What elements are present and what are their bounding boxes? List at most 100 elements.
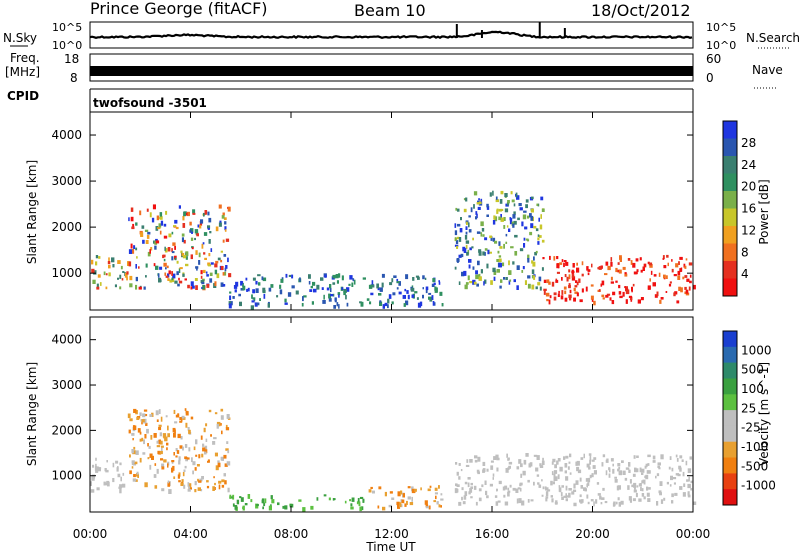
heatmap-cell <box>335 274 339 279</box>
heatmap-cell <box>523 237 526 241</box>
heatmap-cell <box>124 272 128 278</box>
heatmap-cell <box>382 506 386 511</box>
heatmap-cell <box>586 483 588 488</box>
heatmap-cell <box>256 302 260 306</box>
heatmap-cell <box>467 477 471 480</box>
heatmap-cell <box>464 491 468 496</box>
heatmap-cell <box>554 476 558 481</box>
heatmap-cell <box>180 482 184 486</box>
heatmap-cell <box>192 470 194 475</box>
heatmap-cell <box>480 269 483 274</box>
heatmap-cell <box>417 302 422 308</box>
heatmap-cell <box>142 239 145 244</box>
heatmap-cell <box>554 502 558 505</box>
heatmap-cell <box>566 495 569 498</box>
heatmap-cell <box>478 198 480 201</box>
heatmap-cell <box>407 496 411 500</box>
heatmap-cell <box>484 237 488 241</box>
heatmap-cell <box>252 289 255 294</box>
heatmap-cell <box>622 470 626 475</box>
heatmap-cell <box>641 488 644 492</box>
heatmap-cell <box>221 479 225 483</box>
heatmap-cell <box>178 268 181 273</box>
heatmap-cell <box>478 276 482 281</box>
heatmap-cell <box>573 297 576 302</box>
heatmap-cell <box>95 463 97 469</box>
heatmap-cell <box>160 416 163 422</box>
heatmap-cell <box>467 482 470 488</box>
heatmap-cell <box>607 265 611 271</box>
heatmap-cell <box>610 458 614 462</box>
heatmap-cell <box>477 206 481 210</box>
heatmap-cell <box>205 271 208 274</box>
colorbar-tick-label: -1000 <box>741 479 776 493</box>
heatmap-cell <box>512 261 515 265</box>
heatmap-cell <box>683 263 686 268</box>
heatmap-cell <box>622 291 625 297</box>
heatmap-cell <box>550 495 553 498</box>
heatmap-cell <box>425 289 428 294</box>
heatmap-cell <box>167 273 170 278</box>
heatmap-cell <box>563 260 567 262</box>
heatmap-cell <box>222 212 225 216</box>
heatmap-cell <box>631 484 635 488</box>
heatmap-cell <box>648 262 653 266</box>
heatmap-cell <box>455 207 458 211</box>
heatmap-cell <box>232 494 235 500</box>
heatmap-cell <box>172 273 176 279</box>
heatmap-cell <box>559 487 562 493</box>
heatmap-cell <box>156 419 159 422</box>
heatmap-cell <box>678 286 681 291</box>
heatmap-cell <box>215 260 219 264</box>
heatmap-cell <box>466 221 468 225</box>
heatmap-cell <box>569 453 572 458</box>
power-colorbar: 28 24 20 16 12 8 4 <box>722 120 756 297</box>
heatmap-cell <box>329 284 332 289</box>
heatmap-cell <box>458 281 461 285</box>
heatmap-cell <box>96 286 100 290</box>
heatmap-cell <box>187 284 190 289</box>
heatmap-cell <box>196 464 200 467</box>
heatmap-cell <box>128 217 130 222</box>
heatmap-cell <box>143 286 146 290</box>
heatmap-cell <box>224 229 227 232</box>
heatmap-cell <box>179 417 182 420</box>
heatmap-cell <box>480 232 483 237</box>
heatmap-cell <box>466 459 469 463</box>
heatmap-cell <box>650 270 653 275</box>
heatmap-cell <box>207 460 210 463</box>
heatmap-cell <box>250 305 254 310</box>
heatmap-cell <box>532 261 536 267</box>
heatmap-cell <box>139 431 142 435</box>
heatmap-cell <box>309 289 313 292</box>
colorbar-swatch <box>723 457 737 474</box>
heatmap-cell <box>599 495 602 500</box>
heatmap-cell <box>469 488 473 493</box>
heatmap-cell <box>220 259 223 263</box>
heatmap-cell <box>404 503 407 507</box>
heatmap-cell <box>632 473 636 477</box>
heatmap-cell <box>666 254 669 258</box>
colorbar-swatch <box>723 138 737 157</box>
heatmap-cell <box>591 263 593 268</box>
heatmap-cell <box>190 286 193 290</box>
heatmap-cell <box>497 500 501 503</box>
heatmap-cell <box>215 465 219 471</box>
heatmap-cell <box>478 497 482 502</box>
heatmap-cell <box>218 204 222 209</box>
heatmap-cell <box>93 270 97 275</box>
heatmap-cell <box>284 505 288 510</box>
colorbar-tick-label: -500 <box>741 459 768 473</box>
heatmap-cell <box>536 474 540 477</box>
heatmap-cell <box>684 265 687 269</box>
heatmap-cell <box>668 283 672 287</box>
heatmap-cell <box>458 254 462 258</box>
heatmap-cell <box>625 299 628 304</box>
colorbar-swatch <box>723 489 737 506</box>
heatmap-cell <box>550 480 553 486</box>
heatmap-cell <box>611 300 615 305</box>
heatmap-cell <box>117 260 121 264</box>
heatmap-cell <box>588 453 592 456</box>
heatmap-cell <box>298 499 302 502</box>
heatmap-cell <box>271 499 275 504</box>
